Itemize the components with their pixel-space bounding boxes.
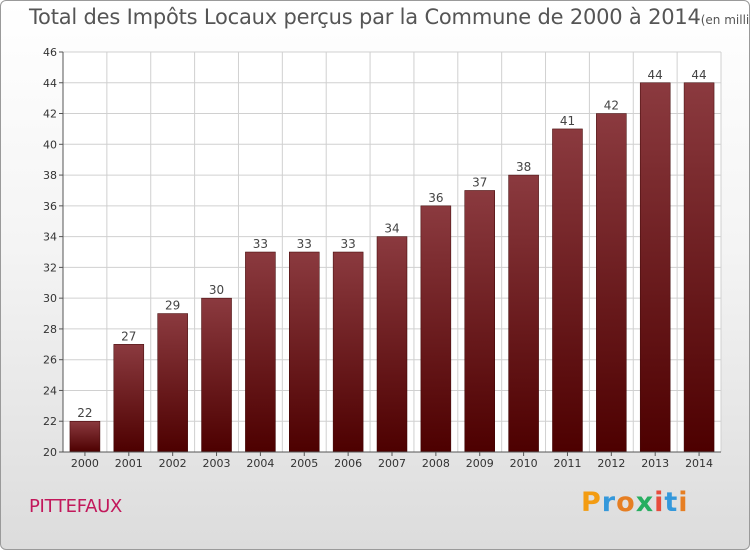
bar	[201, 297, 232, 453]
bar-value-label: 36	[428, 191, 443, 205]
bar-value-label: 30	[209, 283, 224, 297]
bar-value-label: 44	[648, 68, 663, 82]
y-tick-label: 28	[43, 323, 57, 336]
bar-value-label: 27	[121, 329, 136, 343]
bar	[420, 205, 452, 453]
x-tick-label: 2009	[466, 457, 494, 470]
x-tick-label: 2012	[597, 457, 625, 470]
bar	[376, 236, 408, 453]
bar-value-label: 33	[340, 237, 355, 251]
x-tick-label: 2010	[510, 457, 538, 470]
y-tick-label: 42	[43, 108, 57, 121]
bar	[639, 82, 671, 453]
chart-title: Total des Impôts Locaux perçus par la Co…	[29, 5, 750, 29]
bar-value-label: 22	[77, 406, 92, 420]
y-tick-label: 38	[43, 169, 57, 182]
y-tick-label: 44	[43, 77, 57, 90]
x-tick-label: 2011	[553, 457, 581, 470]
bar-value-label: 33	[297, 237, 312, 251]
y-tick-label: 34	[43, 231, 57, 244]
x-tick-label: 2000	[71, 457, 99, 470]
logo-letter: t	[664, 487, 679, 518]
bar	[596, 113, 627, 453]
bar-value-label: 37	[472, 175, 487, 189]
y-tick-label: 20	[43, 446, 57, 459]
bar-value-label: 38	[516, 160, 531, 174]
x-tick-label: 2001	[115, 457, 143, 470]
logo-letter: i	[678, 487, 689, 518]
bar-value-label: 42	[604, 99, 619, 113]
x-tick-label: 2014	[685, 457, 713, 470]
proxiti-logo: Proxiti	[581, 487, 689, 518]
x-tick-label: 2005	[290, 457, 318, 470]
logo-letter: x	[635, 487, 655, 518]
axes-layer: 20 22 24 26 28 30 32 34 36 38 40 42 44 46 2000 2001 2002…	[43, 46, 721, 470]
chart-title-main: Total des Impôts Locaux perçus par la Co…	[29, 5, 701, 29]
x-tick-label: 2003	[203, 457, 231, 470]
y-tick-label: 26	[43, 354, 57, 367]
bar	[245, 251, 276, 453]
bar	[508, 174, 539, 453]
y-tick-label: 46	[43, 46, 57, 59]
x-tick-label: 2004	[246, 457, 274, 470]
bar	[464, 190, 495, 453]
x-tick-label: 2013	[641, 457, 669, 470]
logo-letter: P	[581, 487, 602, 518]
x-tick-label: 2008	[422, 457, 450, 470]
y-tick-label: 40	[43, 138, 57, 151]
bar	[683, 82, 715, 453]
bar-value-label: 29	[165, 299, 180, 313]
bar	[332, 251, 364, 453]
chart-title-unit: (en milliers d'€)	[700, 13, 750, 27]
logo-letter: o	[616, 487, 636, 518]
y-tick-label: 22	[43, 415, 57, 428]
commune-name: PITTEFAUX	[29, 496, 123, 517]
x-tick-label: 2002	[159, 457, 187, 470]
y-tick-label: 32	[43, 261, 57, 274]
y-tick-label: 30	[43, 292, 57, 305]
logo-letter: i	[654, 487, 665, 518]
bar	[69, 420, 101, 453]
bar-value-label: 33	[253, 237, 268, 251]
y-tick-label: 24	[43, 384, 57, 397]
bar	[157, 313, 188, 453]
logo-letter: r	[601, 487, 617, 518]
bar-value-label: 41	[560, 114, 575, 128]
bar	[289, 251, 320, 453]
y-tick-label: 36	[43, 200, 57, 213]
x-tick-label: 2006	[334, 457, 362, 470]
bar-value-label: 34	[384, 222, 399, 236]
bar-value-label: 44	[691, 68, 706, 82]
bar	[552, 128, 583, 453]
bar	[113, 344, 145, 453]
bars-layer: 22 27 29 30 33 33 33 34 36 37 38 41 42 44 44	[69, 68, 715, 453]
x-tick-label: 2007	[378, 457, 406, 470]
